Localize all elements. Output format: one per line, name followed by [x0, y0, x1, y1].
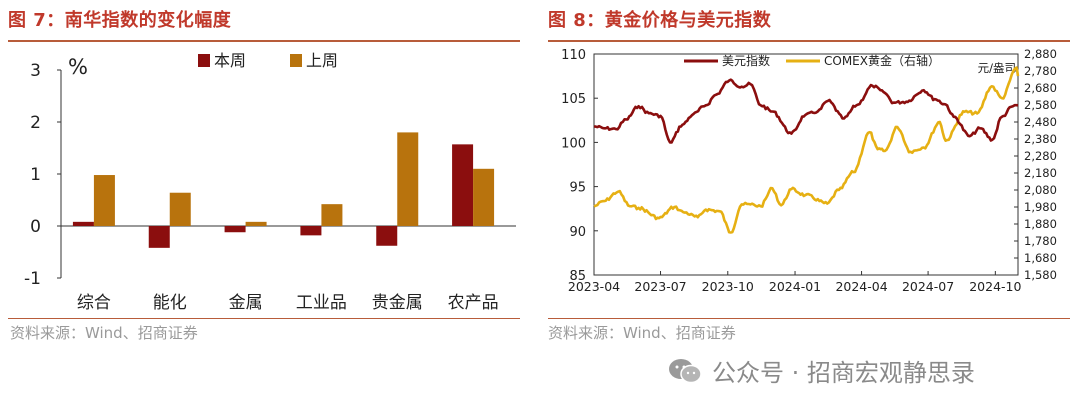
right-source-rule [548, 318, 1070, 319]
bar-legend-label: 上周 [306, 51, 338, 70]
bar-chart: -1 0 1 2 3 % 综合 能化 金属 工业品 贵金属 农产品 本周 上周 [24, 51, 516, 313]
usd-index-line [593, 78, 1019, 144]
bar-legend-swatch [198, 54, 210, 67]
left-y-tick-label: 105 [561, 92, 586, 107]
bar-last-week [397, 132, 419, 226]
bar-this-week [300, 226, 322, 236]
bar-y-tick-label: 1 [30, 165, 41, 185]
right-y-tick-label: 2,480 [1024, 115, 1057, 129]
bar-category-label: 工业品 [296, 293, 347, 313]
line-chart: 85 90 95 100 105 110 1,580 1,680 1,780 1,880 1,980… [561, 47, 1057, 294]
left-y-tick-label: 90 [569, 225, 586, 240]
right-y-tick-label: 2,080 [1024, 183, 1057, 197]
bar-category-label: 金属 [229, 293, 263, 313]
bar-y-tick-label: 3 [30, 61, 41, 81]
right-y-tick-label: 2,780 [1024, 64, 1057, 78]
right-figure-title: 图 8：黄金价格与美元指数 [548, 10, 772, 31]
right-y-tick-label: 2,580 [1024, 98, 1057, 112]
right-y-tick-label: 1,980 [1024, 200, 1057, 214]
bar-last-week [169, 192, 191, 226]
bar-category-label: 农产品 [448, 293, 499, 313]
bar-this-week [452, 144, 474, 226]
bar-last-week [473, 168, 495, 226]
left-y-tick-label: 110 [561, 48, 586, 63]
bar-y-tick-label: -1 [24, 269, 41, 289]
x-tick-label: 2023-10 [702, 279, 754, 294]
bar-this-week [376, 226, 398, 246]
bar-last-week [321, 204, 343, 226]
right-y-tick-label: 1,580 [1024, 268, 1057, 282]
right-y-tick-label: 1,780 [1024, 234, 1057, 248]
left-source-rule [8, 318, 520, 319]
gold-legend-label: COMEX黄金（右轴） [824, 53, 940, 68]
right-axis-unit: 元/盎司 [978, 61, 1016, 75]
left-title-rule [8, 40, 520, 42]
wechat-icon [669, 358, 702, 383]
watermark: 公众号 · 招商宏观静思录 [668, 353, 975, 388]
right-figure-source: 资料来源：Wind、招商证券 [548, 324, 736, 342]
bar-legend-label: 本周 [214, 51, 246, 70]
x-tick-label: 2024-04 [835, 279, 887, 294]
bar-last-week [245, 221, 267, 226]
right-y-tick-label: 2,180 [1024, 166, 1057, 180]
right-y-tick-label: 2,680 [1024, 81, 1057, 95]
x-tick-label: 2024-10 [969, 279, 1021, 294]
left-y-tick-label: 95 [569, 181, 586, 196]
x-tick-label: 2024-07 [902, 279, 954, 294]
x-tick-label: 2023-07 [634, 279, 686, 294]
bar-legend-swatch [290, 54, 302, 67]
gold-price-line [593, 66, 1020, 234]
bar-category-label: 贵金属 [372, 293, 423, 313]
bar-last-week [93, 175, 115, 226]
left-figure-title: 图 7：南华指数的变化幅度 [8, 10, 232, 31]
right-y-tick-label: 2,380 [1024, 132, 1057, 146]
left-y-tick-label: 85 [569, 269, 586, 284]
x-tick-label: 2024-01 [769, 279, 821, 294]
bar-this-week [224, 226, 246, 233]
right-title-rule [548, 40, 1070, 42]
left-figure-source: 资料来源：Wind、招商证券 [10, 324, 198, 342]
bar-y-tick-label: 0 [30, 217, 41, 237]
right-y-tick-label: 2,280 [1024, 149, 1057, 163]
bar-category-label: 能化 [153, 293, 187, 313]
bar-unit-label: % [68, 55, 88, 79]
line-plot-frame [593, 53, 1019, 276]
bar-category-label: 综合 [77, 293, 111, 313]
right-y-tick-label: 1,680 [1024, 251, 1057, 265]
bar-y-tick-label: 2 [30, 113, 41, 133]
bar-this-week [72, 221, 94, 226]
usd-legend-label: 美元指数 [722, 53, 770, 68]
watermark-text: 公众号 · 招商宏观静思录 [712, 359, 975, 387]
left-y-tick-label: 100 [561, 136, 586, 151]
right-y-tick-label: 1,880 [1024, 217, 1057, 231]
right-y-tick-label: 2,880 [1024, 47, 1057, 61]
bar-this-week [148, 226, 170, 248]
x-tick-label: 2023-04 [568, 279, 620, 294]
